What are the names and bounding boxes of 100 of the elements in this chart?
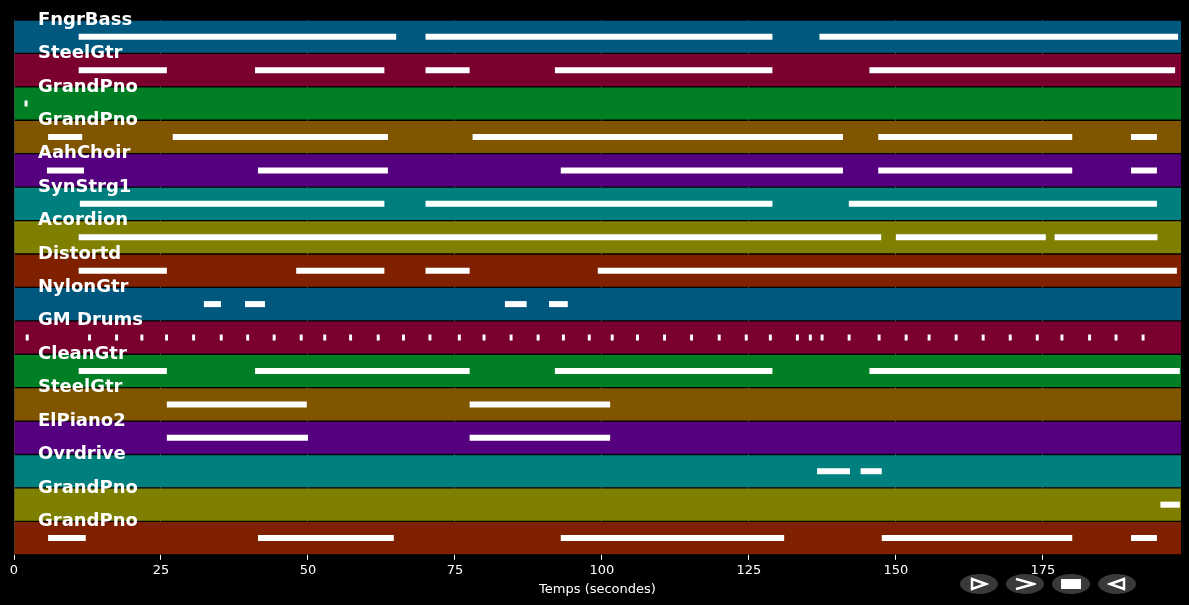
bar — [402, 334, 405, 341]
bar — [869, 67, 1176, 74]
bar — [848, 200, 1157, 207]
bar — [172, 133, 388, 140]
bar — [457, 334, 461, 341]
bar — [48, 133, 83, 140]
bar — [246, 334, 250, 341]
bar — [469, 434, 611, 441]
y-tick-label: AahChoir — [38, 141, 131, 163]
x-tick-label: 25 — [152, 561, 170, 577]
bar — [482, 334, 486, 341]
bar — [561, 334, 565, 341]
bar — [79, 200, 385, 207]
bar — [425, 200, 773, 207]
bar — [425, 67, 470, 74]
bar — [1160, 501, 1180, 508]
bar — [469, 401, 611, 408]
y-tick-label: SteelGtr — [38, 41, 123, 63]
bar — [904, 334, 908, 341]
y-tick-label: Acordion — [38, 208, 129, 230]
bar — [1060, 334, 1064, 341]
bar — [636, 334, 639, 341]
bar — [808, 334, 812, 341]
x-tick-label: 75 — [446, 561, 464, 577]
x-tick-label: 150 — [883, 561, 909, 577]
bar — [509, 334, 513, 341]
y-tick-label: SynStrg1 — [38, 174, 132, 196]
bar — [46, 167, 84, 174]
bar — [1008, 334, 1012, 341]
bar — [981, 334, 985, 341]
bar — [425, 33, 773, 40]
bar — [536, 334, 540, 341]
bar — [472, 133, 843, 140]
bar — [1035, 334, 1039, 341]
bar — [48, 535, 86, 542]
x-tick-label: 50 — [299, 561, 317, 577]
bar — [819, 33, 1179, 40]
bar — [549, 301, 568, 308]
bar — [817, 468, 851, 475]
bar — [24, 100, 28, 107]
y-tick-label: GrandPno — [38, 509, 138, 531]
bar — [166, 434, 308, 441]
bar — [554, 67, 773, 74]
bar — [878, 167, 1073, 174]
bar — [255, 367, 470, 374]
bar — [927, 334, 931, 341]
bar — [255, 67, 385, 74]
y-tick-label: Ovrdrive — [38, 442, 126, 464]
bar — [78, 67, 167, 74]
bar — [1131, 133, 1157, 140]
bar — [560, 535, 785, 542]
bar — [1114, 334, 1118, 341]
bar — [349, 334, 353, 341]
x-tick-label: 125 — [736, 561, 762, 577]
bar — [257, 535, 394, 542]
bar — [166, 401, 307, 408]
bar — [1054, 234, 1158, 241]
bar — [88, 334, 92, 341]
bar — [877, 334, 881, 341]
bar — [954, 334, 958, 341]
bar — [881, 535, 1073, 542]
bar — [323, 334, 327, 341]
bar — [869, 367, 1180, 374]
bar — [560, 167, 843, 174]
y-tick-label: SteelGtr — [38, 375, 123, 397]
bar — [504, 301, 527, 308]
x-tick-label: 0 — [9, 561, 19, 577]
bar — [25, 334, 29, 341]
bar — [272, 334, 276, 341]
bar — [847, 334, 851, 341]
bar — [878, 133, 1073, 140]
bar — [78, 367, 167, 374]
y-tick-label: Distortd — [38, 241, 122, 263]
bar — [717, 334, 721, 341]
bar — [219, 334, 223, 341]
bar — [768, 334, 772, 341]
bar — [115, 334, 119, 341]
y-tick-label: GrandPno — [38, 107, 138, 129]
y-tick-label: NylonGtr — [38, 275, 129, 297]
bar — [299, 334, 303, 341]
bar — [895, 234, 1046, 241]
bar — [587, 334, 591, 341]
bar — [795, 334, 799, 341]
bar — [140, 334, 144, 341]
bar — [78, 33, 397, 40]
y-tick-label: ElPiano2 — [38, 408, 126, 430]
bar — [428, 334, 432, 341]
y-tick-label: GrandPno — [38, 74, 138, 96]
bar — [245, 301, 266, 308]
x-tick-label: 175 — [1030, 561, 1056, 577]
bar — [1131, 167, 1157, 174]
bar — [1088, 334, 1092, 341]
bar — [820, 334, 824, 341]
x-axis-title: Temps (secondes) — [538, 580, 656, 596]
bar — [296, 267, 385, 274]
bar — [425, 267, 470, 274]
bar — [1141, 334, 1145, 341]
y-tick-label: GrandPno — [38, 475, 138, 497]
bar — [203, 301, 221, 308]
y-tick-label: CleanGtr — [38, 341, 127, 363]
